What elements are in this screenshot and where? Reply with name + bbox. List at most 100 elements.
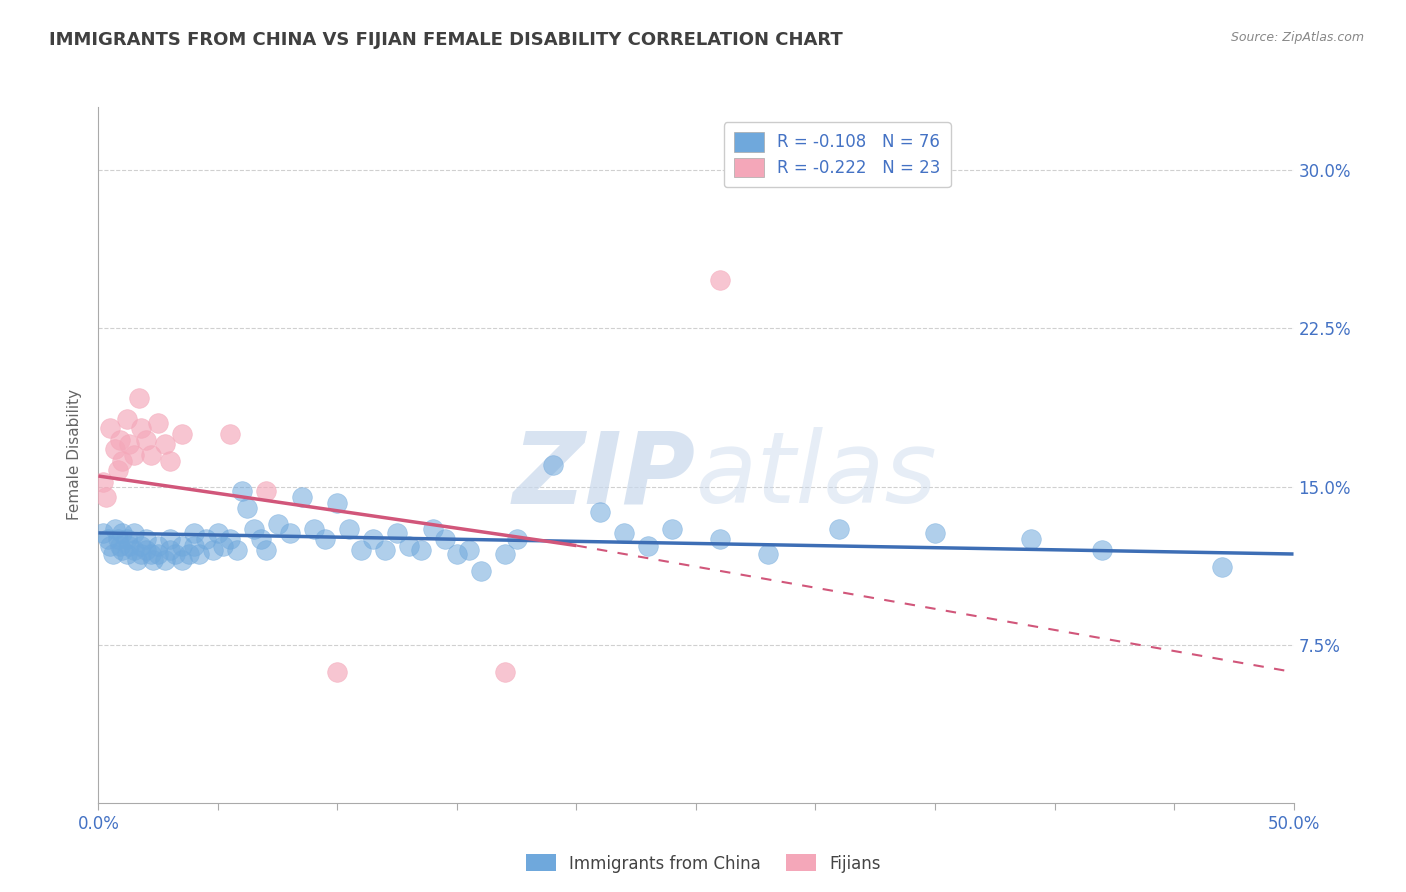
Point bbox=[135, 542, 157, 557]
Point bbox=[589, 505, 612, 519]
Point bbox=[104, 442, 127, 456]
Point bbox=[163, 547, 186, 561]
Point bbox=[756, 547, 779, 561]
Point bbox=[202, 542, 225, 557]
Y-axis label: Female Disability: Female Disability bbox=[67, 389, 83, 521]
Point bbox=[179, 547, 201, 561]
Text: IMMIGRANTS FROM CHINA VS FIJIAN FEMALE DISABILITY CORRELATION CHART: IMMIGRANTS FROM CHINA VS FIJIAN FEMALE D… bbox=[49, 31, 844, 49]
Point bbox=[278, 525, 301, 540]
Point bbox=[124, 525, 146, 540]
Point bbox=[494, 665, 516, 679]
Point bbox=[326, 665, 349, 679]
Point bbox=[125, 553, 148, 567]
Point bbox=[541, 458, 564, 473]
Point bbox=[226, 542, 249, 557]
Point bbox=[104, 522, 127, 536]
Point bbox=[118, 539, 141, 553]
Point bbox=[172, 426, 194, 441]
Point bbox=[159, 454, 181, 468]
Legend: Immigrants from China, Fijians: Immigrants from China, Fijians bbox=[519, 847, 887, 880]
Point bbox=[374, 542, 396, 557]
Point bbox=[250, 533, 273, 547]
Point bbox=[91, 525, 114, 540]
Point bbox=[131, 420, 153, 434]
Point bbox=[219, 426, 242, 441]
Point bbox=[115, 547, 138, 561]
Point bbox=[211, 539, 233, 553]
Point bbox=[115, 533, 138, 547]
Point bbox=[124, 542, 146, 557]
Point bbox=[172, 553, 194, 567]
Point bbox=[326, 496, 349, 510]
Point bbox=[494, 547, 516, 561]
Point bbox=[828, 522, 851, 536]
Point bbox=[124, 448, 146, 462]
Point bbox=[97, 533, 120, 547]
Point bbox=[131, 547, 153, 561]
Point bbox=[155, 553, 177, 567]
Point bbox=[107, 463, 129, 477]
Point bbox=[111, 454, 134, 468]
Point bbox=[1091, 542, 1114, 557]
Point bbox=[111, 525, 134, 540]
Point bbox=[98, 539, 122, 553]
Point bbox=[709, 533, 731, 547]
Point bbox=[470, 564, 492, 578]
Point bbox=[159, 533, 181, 547]
Point bbox=[159, 542, 181, 557]
Point bbox=[108, 433, 131, 447]
Point bbox=[219, 533, 242, 547]
Point bbox=[411, 542, 433, 557]
Point bbox=[291, 490, 314, 504]
Point bbox=[506, 533, 529, 547]
Point bbox=[339, 522, 360, 536]
Point bbox=[139, 448, 162, 462]
Point bbox=[94, 490, 117, 504]
Point bbox=[142, 553, 165, 567]
Point bbox=[661, 522, 683, 536]
Point bbox=[350, 542, 373, 557]
Point bbox=[111, 542, 134, 557]
Point bbox=[398, 539, 420, 553]
Point bbox=[107, 533, 129, 547]
Point bbox=[135, 533, 157, 547]
Point bbox=[172, 539, 194, 553]
Point bbox=[458, 542, 481, 557]
Point bbox=[131, 539, 153, 553]
Point bbox=[148, 417, 170, 431]
Point bbox=[187, 547, 209, 561]
Point bbox=[98, 420, 122, 434]
Point bbox=[302, 522, 325, 536]
Point bbox=[148, 547, 170, 561]
Point bbox=[101, 547, 124, 561]
Point bbox=[128, 391, 150, 405]
Point bbox=[243, 522, 266, 536]
Point bbox=[139, 547, 162, 561]
Point bbox=[115, 412, 138, 426]
Point bbox=[446, 547, 468, 561]
Point bbox=[183, 539, 205, 553]
Point bbox=[91, 475, 114, 490]
Point bbox=[235, 500, 257, 515]
Point bbox=[363, 533, 385, 547]
Point bbox=[267, 517, 290, 532]
Point bbox=[254, 542, 277, 557]
Text: ZIP: ZIP bbox=[513, 427, 696, 524]
Point bbox=[148, 539, 170, 553]
Point bbox=[231, 483, 253, 498]
Point bbox=[315, 533, 337, 547]
Point bbox=[254, 483, 277, 498]
Point bbox=[385, 525, 409, 540]
Point bbox=[613, 525, 636, 540]
Point bbox=[155, 437, 177, 451]
Point bbox=[433, 533, 456, 547]
Point bbox=[924, 525, 946, 540]
Point bbox=[194, 533, 218, 547]
Point bbox=[108, 539, 131, 553]
Point bbox=[422, 522, 444, 536]
Text: atlas: atlas bbox=[696, 427, 938, 524]
Point bbox=[183, 525, 205, 540]
Legend: R = -0.108   N = 76, R = -0.222   N = 23: R = -0.108 N = 76, R = -0.222 N = 23 bbox=[724, 122, 950, 187]
Point bbox=[207, 525, 229, 540]
Point bbox=[135, 433, 157, 447]
